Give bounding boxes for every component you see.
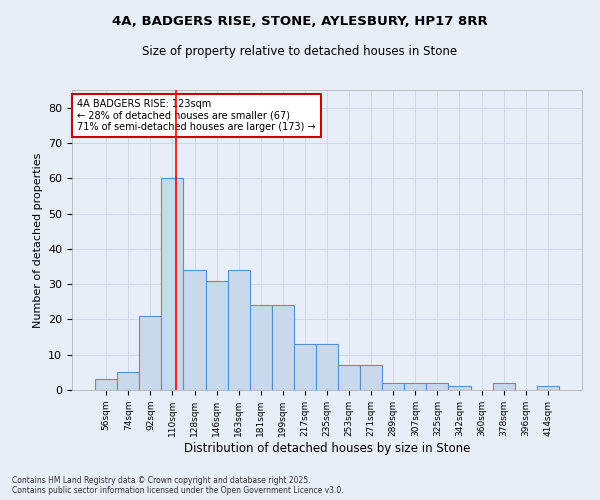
Bar: [272, 306, 294, 390]
Bar: [382, 383, 404, 390]
Bar: [95, 380, 117, 390]
Bar: [537, 386, 559, 390]
Text: 4A BADGERS RISE: 123sqm
← 28% of detached houses are smaller (67)
71% of semi-de: 4A BADGERS RISE: 123sqm ← 28% of detache…: [77, 99, 316, 132]
X-axis label: Distribution of detached houses by size in Stone: Distribution of detached houses by size …: [184, 442, 470, 454]
Bar: [316, 344, 338, 390]
Bar: [250, 306, 272, 390]
Text: Contains HM Land Registry data © Crown copyright and database right 2025.
Contai: Contains HM Land Registry data © Crown c…: [12, 476, 344, 495]
Text: 4A, BADGERS RISE, STONE, AYLESBURY, HP17 8RR: 4A, BADGERS RISE, STONE, AYLESBURY, HP17…: [112, 15, 488, 28]
Text: Size of property relative to detached houses in Stone: Size of property relative to detached ho…: [142, 45, 458, 58]
Bar: [227, 270, 250, 390]
Bar: [184, 270, 206, 390]
Bar: [404, 383, 427, 390]
Bar: [117, 372, 139, 390]
Bar: [427, 383, 448, 390]
Bar: [161, 178, 184, 390]
Bar: [206, 280, 227, 390]
Bar: [294, 344, 316, 390]
Y-axis label: Number of detached properties: Number of detached properties: [32, 152, 43, 328]
Bar: [139, 316, 161, 390]
Bar: [493, 383, 515, 390]
Bar: [360, 366, 382, 390]
Bar: [448, 386, 470, 390]
Bar: [338, 366, 360, 390]
